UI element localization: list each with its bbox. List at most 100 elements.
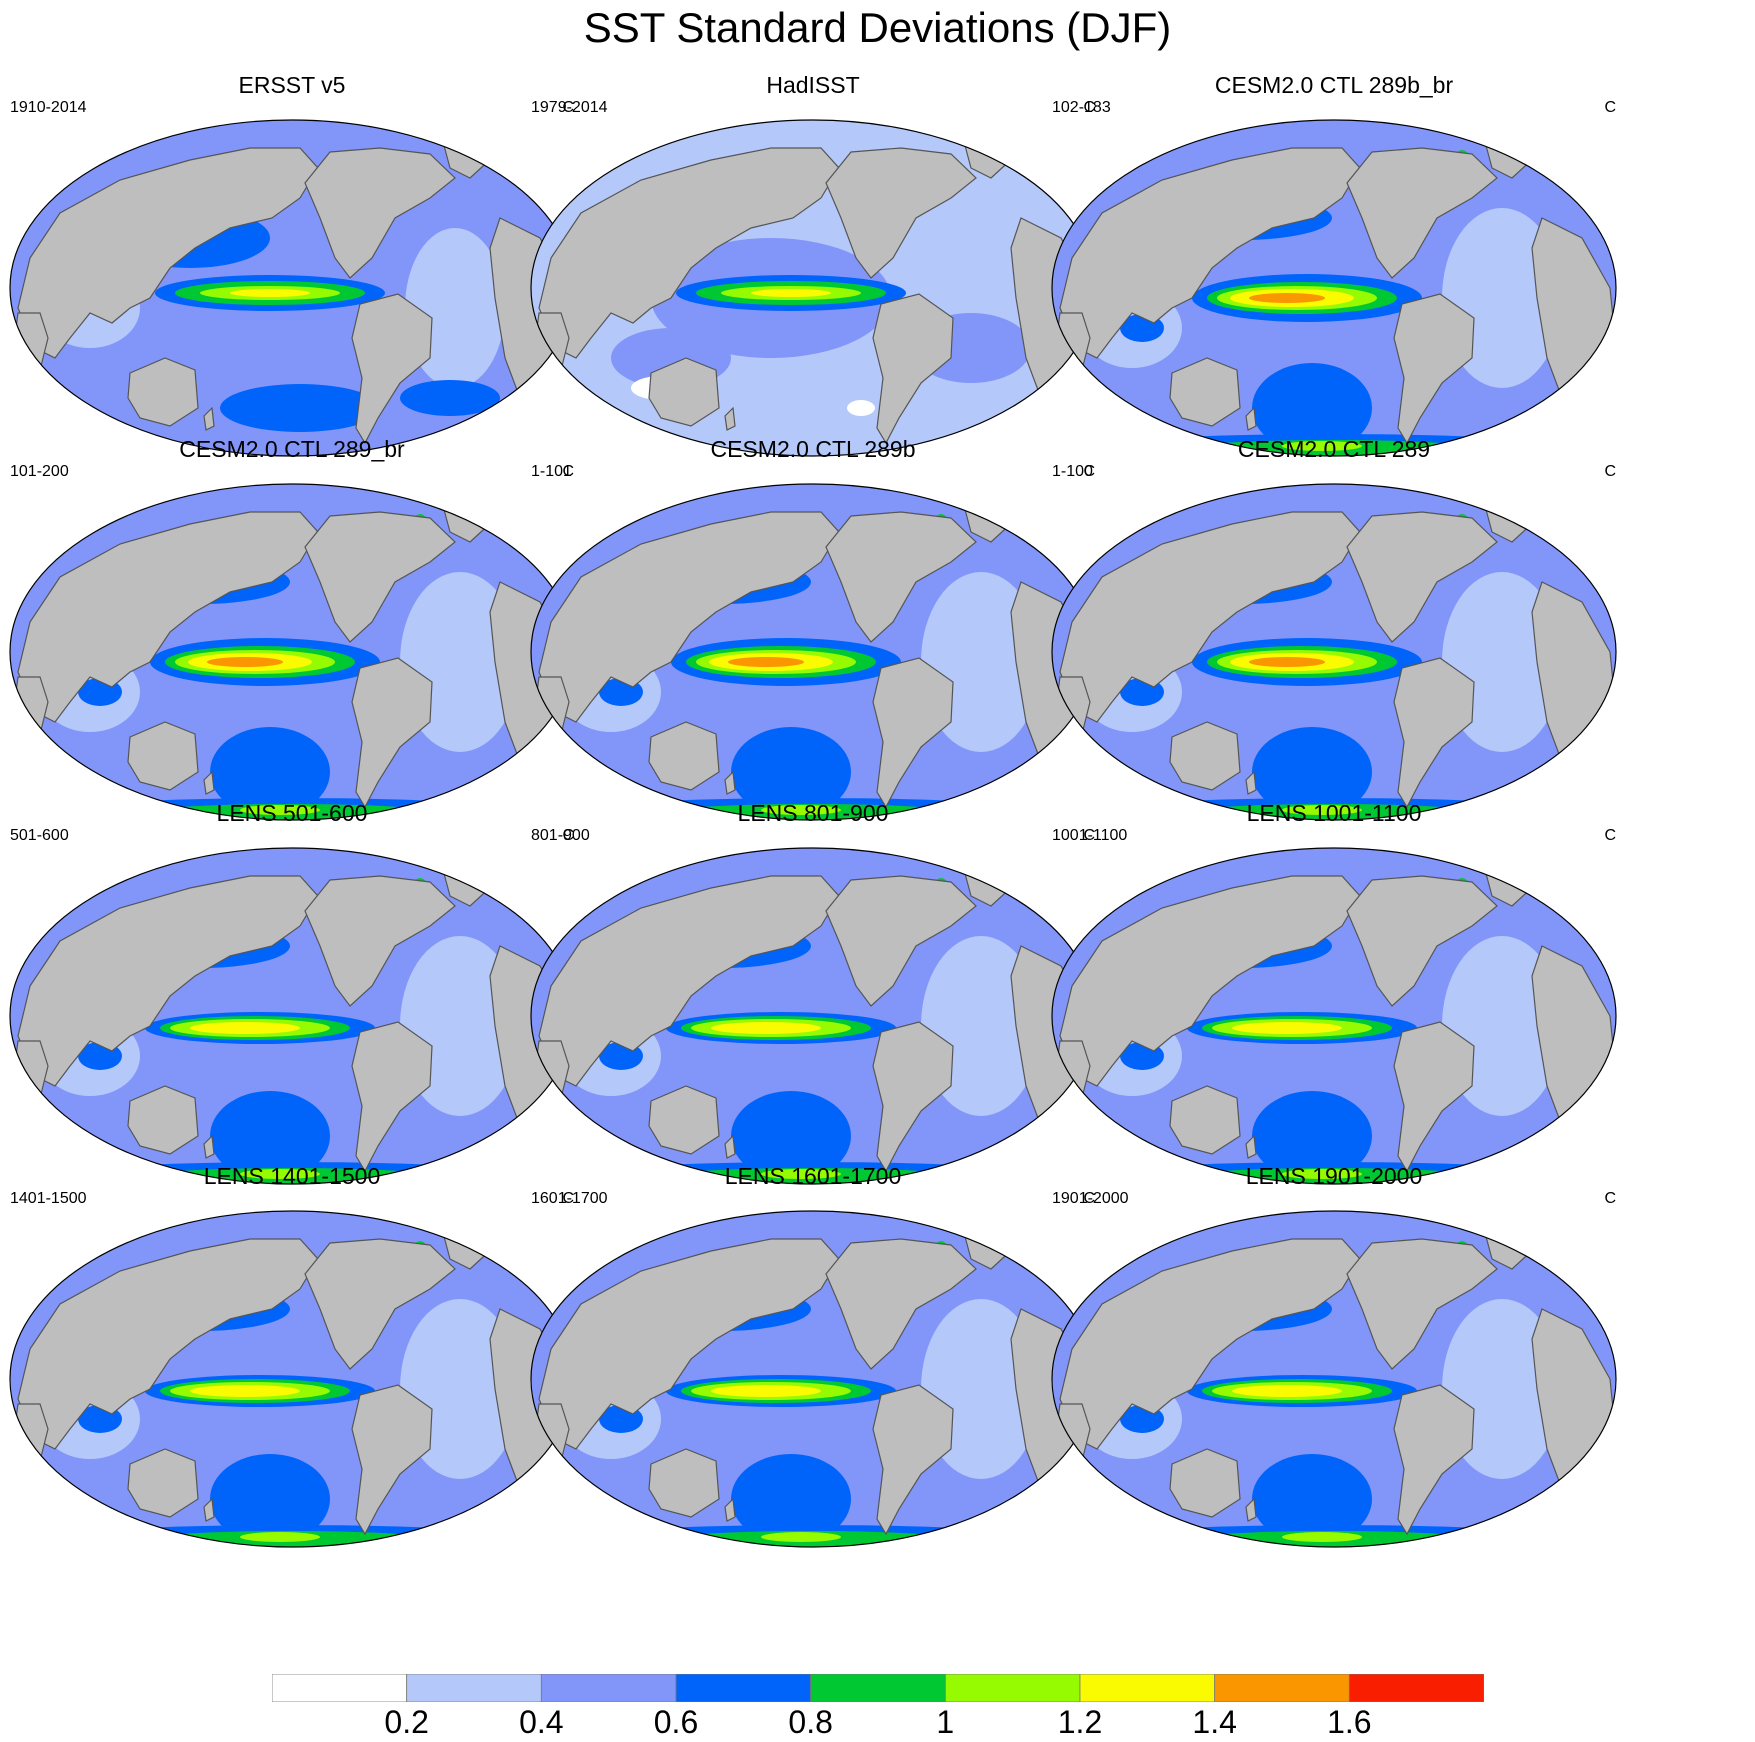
panel-period: 1-100 (1052, 463, 1093, 480)
panel-period: 101-200 (10, 463, 69, 480)
enso-tongue-core (751, 289, 831, 297)
southern-ocean-peak (240, 805, 320, 815)
new-zealand-landmass (1245, 770, 1257, 795)
new-zealand-landmass (724, 406, 736, 431)
north-america-landmass (1346, 147, 1498, 279)
new-zealand-landmass (724, 1134, 736, 1159)
panel-period: 1601-1700 (531, 1190, 608, 1207)
panel-title: CESM2.0 CTL 289b (710, 436, 916, 462)
sst-map (9, 483, 575, 821)
panel-units: C (1604, 827, 1616, 844)
eurasia-landmass (17, 511, 319, 723)
enso-tongue-core (190, 1022, 300, 1034)
eurasia-landmass (1059, 147, 1361, 359)
map-panel: LENS 1601-1700 1601-1700 C (521, 1163, 1105, 1557)
panel-units: C (562, 1190, 574, 1207)
panel-units: C (1083, 463, 1095, 480)
enso-tongue-peak (728, 657, 804, 667)
southern-ocean-peak (240, 1532, 320, 1542)
south-america-landmass (1393, 1021, 1475, 1173)
south-america-landmass (351, 1384, 433, 1536)
south-pacific-band (731, 1454, 851, 1544)
sst-map (530, 483, 1096, 821)
colorbar (272, 1674, 1484, 1702)
eurasia-landmass (17, 875, 319, 1087)
map-panel: CESM2.0 CTL 289b 1-101 C (521, 436, 1105, 830)
south-america-landmass (1393, 293, 1475, 445)
new-zealand-landmass (203, 770, 215, 795)
south-pacific-band (731, 1091, 851, 1181)
panel-title: CESM2.0 CTL 289 (1237, 436, 1431, 462)
enso-tongue-peak (1249, 293, 1325, 303)
colorbar-swatch (540, 1674, 677, 1702)
map-border (1051, 483, 1617, 821)
panel-units: C (1604, 463, 1616, 480)
map-panel: ERSST v5 1910-2014 C (0, 72, 584, 466)
map-panel: CESM2.0 CTL 289_br 101-200 C (0, 436, 584, 830)
panel-units: C (562, 463, 574, 480)
north-america-landmass (825, 875, 977, 1007)
south-atlantic-band (400, 380, 500, 416)
low-variance-patch (847, 400, 875, 416)
south-pacific-band (210, 1454, 330, 1544)
sst-map (530, 1210, 1096, 1548)
panel-title: LENS 1901-2000 (1245, 1163, 1423, 1189)
panel-units: C (1604, 1190, 1616, 1207)
north-america-landmass (304, 875, 456, 1007)
enso-tongue-core (230, 289, 310, 297)
new-zealand-landmass (1245, 1497, 1257, 1522)
southern-ocean-peak (1282, 1169, 1362, 1179)
sst-map (9, 847, 575, 1185)
north-america-landmass (304, 511, 456, 643)
panel-title: CESM2.0 CTL 289_br (179, 436, 405, 462)
southern-ocean-peak (761, 1169, 841, 1179)
colorbar-tick-label: 1 (936, 1704, 955, 1740)
sst-map (1051, 847, 1617, 1185)
north-america-landmass (1346, 1238, 1498, 1370)
map-panel: LENS 801-900 801-900 C (521, 800, 1105, 1194)
map-panel: HadISST 1979-2014 C (521, 72, 1105, 466)
north-america-landmass (304, 1238, 456, 1370)
south-america-landmass (351, 1021, 433, 1173)
australia-landmass (1169, 721, 1241, 791)
colorbar-tick-label: 0.8 (788, 1704, 833, 1740)
north-america-landmass (825, 1238, 977, 1370)
sst-map (1051, 119, 1617, 457)
north-america-landmass (825, 511, 977, 643)
southern-ocean-peak (761, 805, 841, 815)
colorbar-swatch (944, 1674, 1081, 1702)
panel-period: 1-101 (531, 463, 572, 480)
panel-units: C (1604, 99, 1616, 116)
panel-period: 1401-1500 (10, 1190, 87, 1207)
enso-tongue-core (1232, 1022, 1342, 1034)
south-pacific-band (210, 727, 330, 817)
australia-landmass (648, 721, 720, 791)
australia-landmass (648, 1448, 720, 1518)
south-pacific-band (1252, 727, 1372, 817)
southern-pacific-band (220, 384, 380, 432)
eurasia-landmass (1059, 511, 1361, 723)
map-panel: CESM2.0 CTL 289b_br 102-183 C (1042, 72, 1626, 466)
sst-map (9, 119, 575, 457)
map-panel: LENS 1001-1100 1001-1100 C (1042, 800, 1626, 1194)
eurasia-landmass (538, 1238, 840, 1450)
new-zealand-landmass (724, 770, 736, 795)
sst-map (1051, 1210, 1617, 1548)
southern-ocean-peak (1282, 1532, 1362, 1542)
colorbar-swatch (810, 1674, 946, 1702)
panel-period: 1901-2000 (1052, 1190, 1129, 1207)
map-panel: CESM2.0 CTL 289 1-100 C (1042, 436, 1626, 830)
panel-title: HadISST (766, 72, 860, 98)
australia-landmass (127, 721, 199, 791)
colorbar-tick-label: 0.6 (653, 1704, 699, 1740)
south-america-landmass (872, 1384, 954, 1536)
sst-map (530, 847, 1096, 1185)
panel-title: LENS 501-600 (216, 800, 368, 826)
panel-title: LENS 1601-1700 (724, 1163, 902, 1189)
colorbar-swatch (1348, 1674, 1484, 1702)
sst-map (1051, 483, 1617, 821)
australia-landmass (1169, 357, 1241, 427)
eurasia-landmass (538, 511, 840, 723)
southern-ocean-peak (240, 1169, 320, 1179)
map-border (1051, 119, 1617, 457)
